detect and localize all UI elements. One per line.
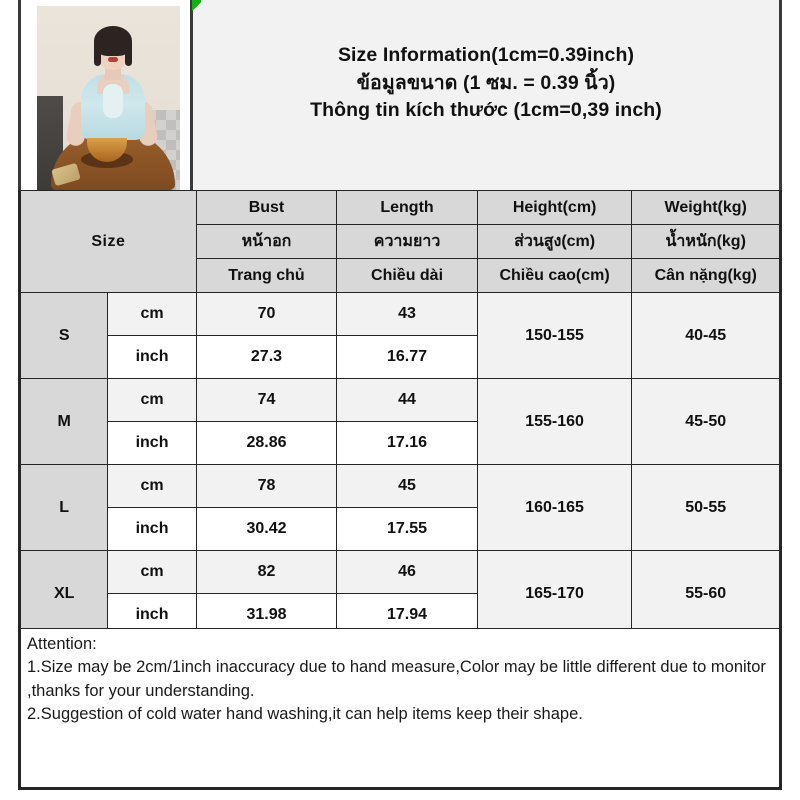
- table-row: XL cm 82 46 165-170 55-60: [17, 550, 782, 637]
- title-vietnamese: Thông tin kích thước (1cm=0,39 inch): [310, 99, 662, 122]
- row-weight: 40-45: [631, 292, 782, 379]
- banner: Size Information(1cm=0.39inch) ข้อมูลขนา…: [18, 0, 782, 190]
- row-length-inch: 17.16: [336, 421, 478, 465]
- header-weight-th: น้ำหนัก(kg): [631, 224, 782, 259]
- title-block: Size Information(1cm=0.39inch) ข้อมูลขนา…: [193, 0, 779, 190]
- header-bust-en: Bust: [195, 190, 338, 225]
- row-weight: 55-60: [631, 550, 782, 637]
- photo-lips: [108, 57, 118, 62]
- table-row: S cm 70 43 150-155 40-45: [17, 292, 782, 379]
- attention-box: Attention: 1.Size may be 2cm/1inch inacc…: [18, 628, 782, 790]
- header-row-english: Size Bust Length Height(cm) Weight(kg): [18, 190, 782, 293]
- row-height: 155-160: [476, 378, 633, 465]
- title-english: Size Information(1cm=0.39inch): [337, 44, 635, 66]
- row-unit-cm: cm: [107, 550, 197, 594]
- row-length-cm: 45: [336, 464, 478, 508]
- row-weight: 45-50: [631, 378, 782, 465]
- table-row: M cm 74 44 155-160 45-50: [17, 378, 782, 465]
- attention-note-2: 2.Suggestion of cold water hand washing,…: [27, 705, 583, 724]
- header-height-vi: Chiều cao(cm): [476, 258, 633, 293]
- row-length-cm: 43: [336, 292, 478, 336]
- green-corner-marker-icon: [192, 0, 201, 11]
- row-bust-cm: 82: [195, 550, 338, 594]
- table-row: L cm 78 45 160-165 50-55: [17, 464, 782, 551]
- product-photo: [37, 6, 180, 190]
- row-size-label: XL: [17, 550, 109, 637]
- header-row-thai: หน้าอก ความยาว ส่วนสูง(cm) น้ำหนัก(kg): [20, 224, 782, 259]
- row-height: 165-170: [476, 550, 633, 637]
- photo-bow-detail: [103, 84, 123, 118]
- row-height: 150-155: [476, 292, 633, 379]
- header-weight-en: Weight(kg): [631, 190, 782, 225]
- row-size-label: M: [17, 378, 109, 465]
- header-bust-th: หน้าอก: [195, 224, 338, 259]
- row-size-label: L: [17, 464, 109, 551]
- row-length-inch: 16.77: [336, 335, 478, 379]
- row-length-cm: 44: [336, 378, 478, 422]
- row-size-label: S: [17, 292, 109, 379]
- header-weight-vi: Cân nặng(kg): [631, 258, 782, 293]
- row-length-cm: 46: [336, 550, 478, 594]
- photo-hair-left: [94, 40, 101, 66]
- row-weight: 50-55: [631, 464, 782, 551]
- header-height-th: ส่วนสูง(cm): [476, 224, 633, 259]
- row-length-inch: 17.55: [336, 507, 478, 551]
- attention-note-1: 1.Size may be 2cm/1inch inaccuracy due t…: [27, 658, 766, 700]
- size-table: Size Bust Length Height(cm) Weight(kg) ห…: [17, 190, 782, 637]
- header-length-vi: Chiều dài: [336, 258, 478, 293]
- row-unit-inch: inch: [107, 421, 197, 465]
- row-unit-cm: cm: [107, 292, 197, 336]
- header-height-en: Height(cm): [476, 190, 633, 225]
- table-row: inch 30.42 17.55: [20, 507, 781, 551]
- photo-hair-right: [125, 40, 132, 66]
- row-bust-cm: 74: [195, 378, 338, 422]
- row-height: 160-165: [476, 464, 633, 551]
- attention-heading: Attention:: [27, 635, 97, 653]
- row-bust-inch: 27.3: [195, 335, 338, 379]
- row-bust-inch: 28.86: [195, 421, 338, 465]
- header-row-vietnamese: Trang chủ Chiều dài Chiều cao(cm) Cân nặ…: [20, 258, 782, 293]
- row-unit-inch: inch: [107, 335, 197, 379]
- row-unit-cm: cm: [107, 378, 197, 422]
- header-size-label: Size: [18, 190, 197, 293]
- product-photo-cell: [21, 0, 193, 190]
- row-unit-inch: inch: [107, 507, 197, 551]
- row-unit-cm: cm: [107, 464, 197, 508]
- header-length-th: ความยาว: [336, 224, 478, 259]
- row-bust-cm: 70: [195, 292, 338, 336]
- table-row: inch 27.3 16.77: [20, 335, 781, 379]
- title-thai: ข้อมูลขนาด (1 ซม. = 0.39 นิ้ว): [356, 71, 616, 94]
- header-bust-vi: Trang chủ: [195, 258, 338, 293]
- row-bust-inch: 30.42: [195, 507, 338, 551]
- row-bust-cm: 78: [195, 464, 338, 508]
- header-length-en: Length: [336, 190, 478, 225]
